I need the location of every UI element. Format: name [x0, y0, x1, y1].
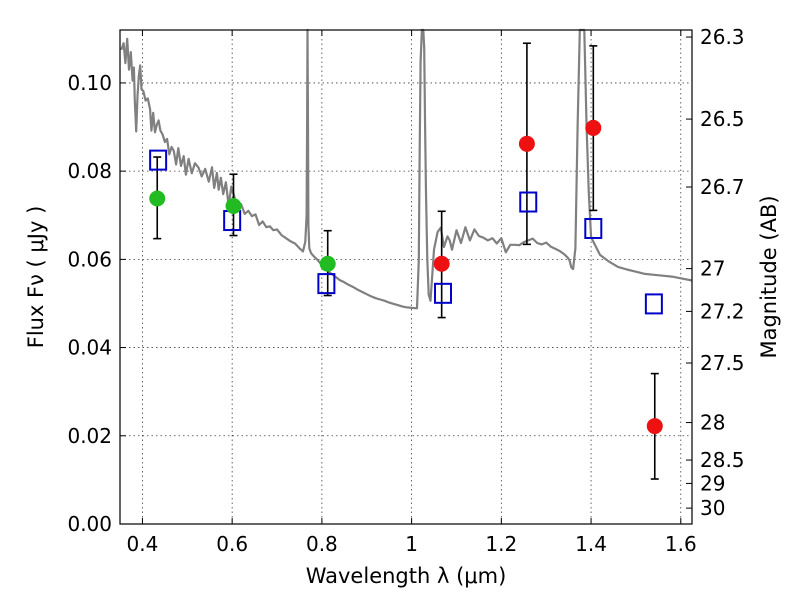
red-point [646, 418, 663, 435]
y-tick-label: 0.06 [67, 247, 112, 271]
red-point [433, 255, 450, 272]
x-tick-label: 0.4 [127, 532, 159, 556]
mag-tick-label: 30 [700, 496, 725, 520]
mag-tick-label: 26.5 [700, 107, 745, 131]
y2-axis-label: Magnitude (AB) [757, 195, 781, 358]
plot-area [120, 28, 693, 480]
model-box-point [223, 210, 242, 232]
mag-tick-label: 26.3 [700, 25, 745, 49]
model-box-point [644, 293, 663, 315]
tick-labels: 0.4 0.6 0.8 1 1.2 1.4 1.6 0.00 0.02 0.04 0.06 0.08 0… [67, 25, 744, 556]
mag-tick-label: 27 [700, 257, 725, 281]
mag-tick-label: 28.5 [700, 448, 745, 472]
observed-photometry-points [149, 119, 663, 435]
model-box-point [149, 149, 168, 171]
y-tick-label: 0.10 [67, 71, 112, 95]
axis-ticks [120, 30, 692, 525]
model-box-point [434, 282, 453, 304]
model-box-point [519, 191, 538, 213]
error-bars [153, 42, 659, 480]
x-tick-label: 1 [405, 532, 418, 556]
mag-tick-label: 27.2 [700, 299, 745, 323]
green-point [149, 190, 166, 207]
red-point [585, 119, 602, 136]
model-photometry-boxes [149, 149, 663, 315]
x-tick-label: 1.2 [485, 532, 517, 556]
grid-lines [120, 30, 692, 525]
x-tick-label: 0.8 [306, 532, 338, 556]
y-tick-label: 0.08 [67, 159, 112, 183]
model-box-point [317, 273, 336, 295]
mag-tick-label: 28 [700, 411, 725, 435]
x-tick-label: 1.6 [665, 532, 697, 556]
mag-tick-label: 27.5 [700, 351, 745, 375]
y-tick-label: 0.04 [67, 336, 112, 360]
mag-tick-label: 26.7 [700, 175, 745, 199]
x-axis-label: Wavelength λ (μm) [306, 564, 507, 588]
y-axis-label: Flux Fν ( μJy ) [24, 206, 48, 349]
mag-tick-label: 29 [700, 471, 725, 495]
green-point [225, 197, 242, 214]
green-point [319, 255, 336, 272]
model-spectrum-line [120, 28, 693, 310]
model-box-point [584, 217, 603, 239]
x-tick-label: 1.4 [575, 532, 607, 556]
y-tick-label: 0.00 [67, 512, 112, 536]
plot-frame [119, 29, 693, 525]
red-point [518, 135, 535, 152]
y-tick-label: 0.02 [67, 424, 112, 448]
x-tick-label: 0.6 [216, 532, 248, 556]
